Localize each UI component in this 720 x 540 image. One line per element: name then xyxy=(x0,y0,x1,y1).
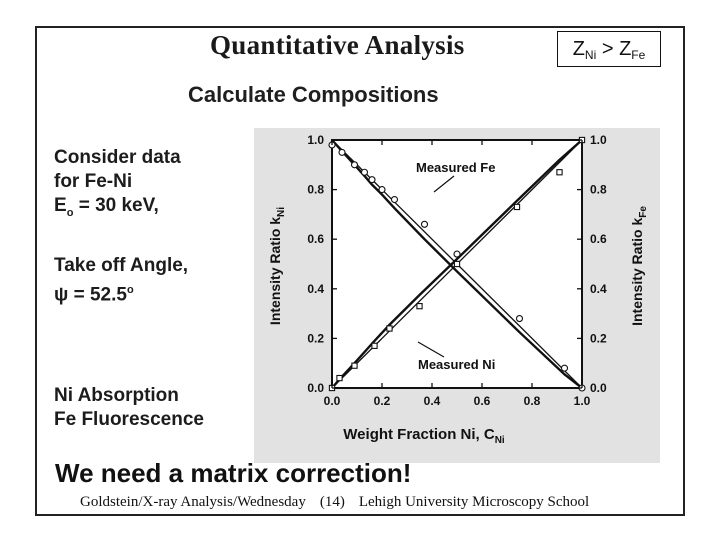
x-label-sub: Ni xyxy=(495,435,505,446)
y-left-label-text: Intensity Ratio k xyxy=(267,217,283,325)
z-right: Z xyxy=(619,38,632,60)
data-point-ni xyxy=(386,325,393,332)
data-point-fe xyxy=(350,161,359,169)
energy-line: Eo = 30 keV, xyxy=(54,194,181,225)
fit-line-ni xyxy=(331,139,583,389)
annotation-ni-leader xyxy=(417,341,445,358)
y-tick-label-left: 0.6 xyxy=(307,232,324,246)
data-point-fe xyxy=(360,168,369,176)
y-tick-label-right: 0.0 xyxy=(590,381,607,395)
effects-block: Ni Absorption Fe Fluorescence xyxy=(54,384,204,432)
data-point-fe xyxy=(368,176,376,184)
annotation-measured-ni: Measured Ni xyxy=(418,357,495,372)
psi-sup: o xyxy=(126,284,134,296)
footer-right: Lehigh University Microscopy School xyxy=(358,494,590,510)
data-point-ni xyxy=(416,303,423,310)
intensity-ratio-chart: 0.0 0.2 0.4 0.6 0.8 1.00.0 0.00.2 0.20.4 0.40.6 0… xyxy=(267,133,649,446)
y-tick-label-right: 0.4 xyxy=(590,282,607,296)
conditions-line-2: for Fe-Ni xyxy=(54,171,133,192)
x-tick-label: 0.2 xyxy=(374,394,391,408)
slide-subtitle: Calculate Compositions xyxy=(188,82,439,107)
data-point-ni xyxy=(556,169,563,176)
slide-footer: Goldstein/X-ray Analysis/Wednesday (14) Le… xyxy=(80,494,603,511)
z-right-sub: Fe xyxy=(631,48,646,62)
y-tick-label-left: 0.0 xyxy=(307,381,324,395)
y-left-label-sub: Ni xyxy=(276,207,287,217)
data-point-fe xyxy=(378,186,386,194)
x-label-text: Weight Fraction Ni, C xyxy=(343,426,495,443)
y-tick-label-right: 0.8 xyxy=(590,183,607,197)
y-tick-label-left: 1.0 xyxy=(307,133,324,147)
z-relation-box: ZNi > ZFe xyxy=(557,31,661,67)
chart-panel: 0.0 0.2 0.4 0.6 0.8 1.0 0.0 0.0 0.2 0.2 0.4 0.4 0.6 0… xyxy=(254,128,660,463)
z-op: > xyxy=(596,38,620,60)
energy-value: = 30 keV, xyxy=(73,195,159,216)
data-point-ni xyxy=(336,374,343,382)
y-tick-label-right: 0.6 xyxy=(590,232,607,246)
x-tick-label: 1.0 xyxy=(574,394,591,408)
data-point-fe xyxy=(420,220,429,228)
data-point-ni xyxy=(453,260,461,268)
angle-line-1: Take off Angle, xyxy=(54,255,189,276)
data-point-fe xyxy=(338,148,346,156)
x-tick-label: 0.0 xyxy=(324,394,341,408)
annotation-fe-leader xyxy=(433,175,455,193)
data-point-fe xyxy=(390,195,399,204)
y-tick-label-left: 0.2 xyxy=(307,331,324,345)
y-axis-left-label: Intensity Ratio kNi xyxy=(267,207,287,325)
conditions-line-1: Consider data xyxy=(54,147,181,168)
y-tick-label-right: 0.2 xyxy=(590,331,607,345)
data-point-ni xyxy=(513,203,521,211)
footer-page: (14) xyxy=(319,494,345,510)
slide-title: Quantitative Analysis xyxy=(210,30,465,60)
y-tick-label-right: 1.0 xyxy=(590,133,607,147)
data-point-fe xyxy=(560,364,569,372)
energy-symbol: E xyxy=(54,195,67,216)
effects-line-1: Ni Absorption xyxy=(54,385,179,406)
data-point-ni xyxy=(371,342,378,349)
z-left: Z xyxy=(572,38,585,60)
energy-sub: o xyxy=(66,206,74,219)
data-point-ni xyxy=(351,362,358,369)
y-right-label-text: Intensity Ratio k xyxy=(629,218,645,326)
psi-value: ψ = 52.5 xyxy=(54,284,127,306)
z-left-sub: Ni xyxy=(584,48,597,62)
conditions-block: Consider data for Fe-Ni Eo = 30 keV, xyxy=(54,146,181,225)
y-tick-label-left: 0.8 xyxy=(307,183,324,197)
data-point-fe xyxy=(453,250,461,258)
footer-left: Goldstein/X-ray Analysis/Wednesday xyxy=(80,494,306,510)
angle-block: Take off Angle, ψ = 52.5o xyxy=(54,254,188,307)
annotation-measured-fe: Measured Fe xyxy=(416,160,495,175)
y-axis-right-label: Intensity Ratio kFe xyxy=(629,206,649,326)
conclusion-text: We need a matrix correction! xyxy=(55,458,412,488)
data-point-fe xyxy=(515,315,524,323)
angle-line-2: ψ = 52.5o xyxy=(54,278,188,307)
y-right-label-sub: Fe xyxy=(638,206,649,218)
x-tick-label: 0.6 xyxy=(474,394,491,408)
x-axis-label: Weight Fraction Ni, CNi xyxy=(343,426,505,446)
x-tick-label: 0.4 xyxy=(424,394,441,408)
x-tick-label: 0.8 xyxy=(524,394,541,408)
y-tick-label-left: 0.4 xyxy=(307,282,324,296)
effects-line-2: Fe Fluorescence xyxy=(54,409,204,430)
